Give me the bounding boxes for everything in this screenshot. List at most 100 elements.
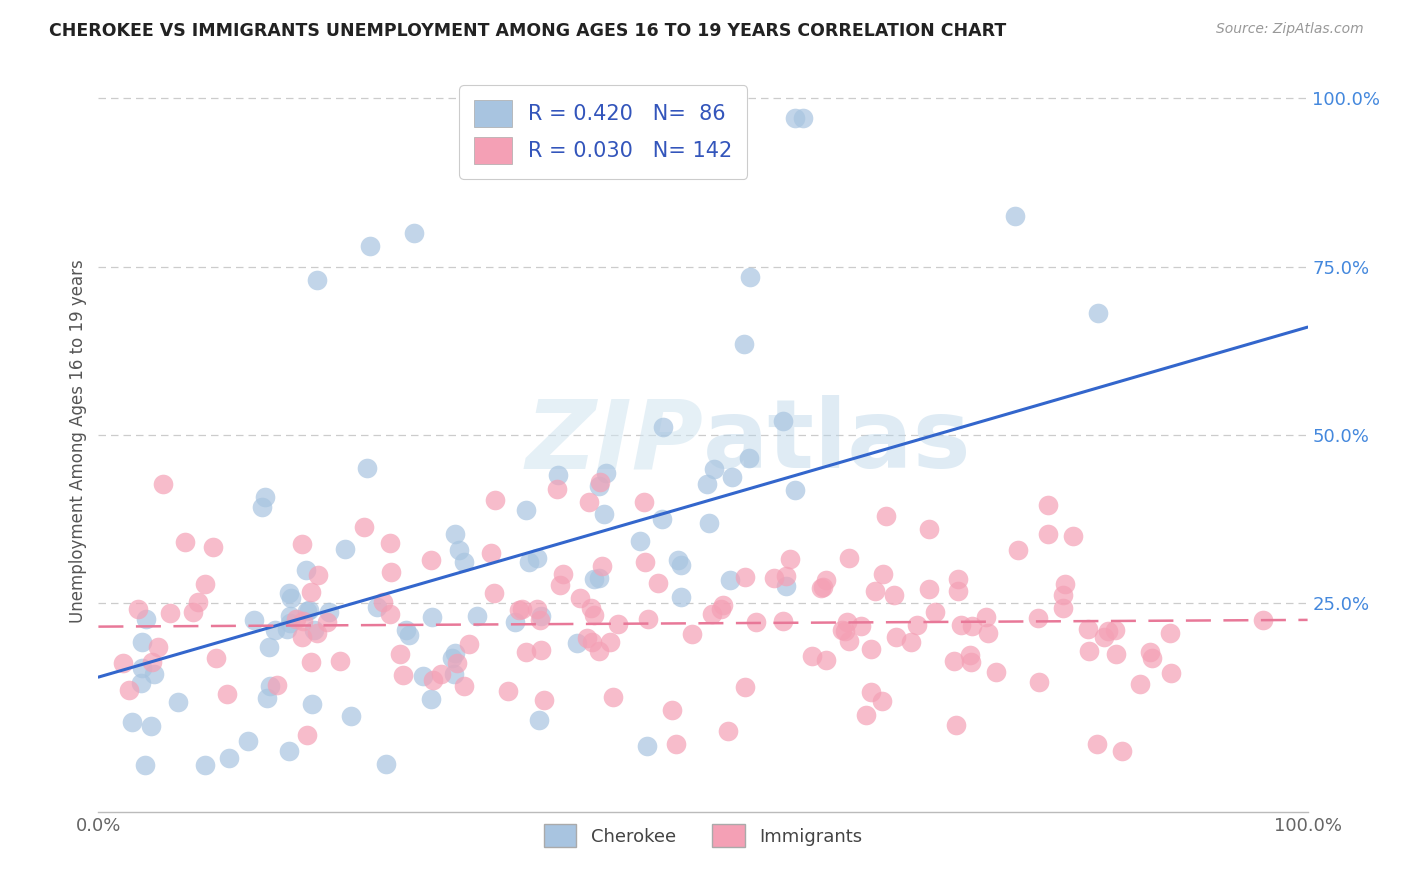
Point [135,612,157,626]
Point [1062,529,1084,543]
Point [710,602,733,616]
Point [299,585,322,599]
Point [855,708,877,723]
Point [810,581,832,595]
Point [318,605,340,619]
Point [412,669,434,683]
Text: atlas: atlas [703,395,972,488]
Point [111,656,134,670]
Point [259,679,281,693]
Point [918,522,941,536]
Point [785,112,807,126]
Point [278,615,301,630]
Point [1028,675,1050,690]
Point [398,628,420,642]
Point [236,733,259,747]
Point [875,508,897,523]
Point [745,615,768,629]
Point [174,535,197,549]
Point [831,623,853,637]
Point [333,541,356,556]
Point [588,644,610,658]
Point [359,239,381,253]
Point [356,460,378,475]
Point [779,552,801,566]
Point [498,683,520,698]
Point [1159,625,1181,640]
Point [772,614,794,628]
Point [264,623,287,637]
Point [569,591,592,606]
Point [582,572,605,586]
Point [527,713,550,727]
Point [579,601,602,615]
Point [395,623,418,637]
Point [696,476,718,491]
Point [530,643,553,657]
Point [479,546,502,560]
Point [582,607,605,622]
Point [446,656,468,670]
Point [301,655,323,669]
Point [905,618,928,632]
Point [945,717,967,731]
Point [280,591,302,605]
Text: ZIP: ZIP [524,395,703,488]
Point [547,468,569,483]
Point [508,603,530,617]
Legend: Cherokee, Immigrants: Cherokee, Immigrants [537,817,869,855]
Point [918,582,941,596]
Point [589,475,612,489]
Point [1077,644,1099,658]
Point [329,654,352,668]
Point [588,571,610,585]
Point [593,507,616,521]
Point [1007,543,1029,558]
Point [298,603,321,617]
Point [872,567,894,582]
Point [374,756,396,771]
Point [202,541,225,555]
Point [378,536,401,550]
Point [420,609,443,624]
Point [422,673,444,688]
Point [697,516,720,531]
Point [256,691,278,706]
Point [253,490,276,504]
Point [142,667,165,681]
Point [505,615,527,629]
Point [297,728,319,742]
Point [1104,624,1126,638]
Point [515,503,537,517]
Point [588,479,610,493]
Point [1129,677,1152,691]
Point [599,634,621,648]
Point [366,599,388,614]
Point [1139,645,1161,659]
Point [250,500,273,514]
Point [835,615,858,630]
Point [443,667,465,681]
Point [551,566,574,581]
Text: Source: ZipAtlas.com: Source: ZipAtlas.com [1216,22,1364,37]
Point [1140,650,1163,665]
Point [1036,499,1059,513]
Point [295,563,318,577]
Point [1004,210,1026,224]
Point [838,634,860,648]
Point [530,609,553,624]
Point [734,570,756,584]
Point [792,112,814,126]
Point [1160,665,1182,680]
Point [181,605,204,619]
Point [121,714,143,729]
Point [633,495,655,509]
Point [193,757,215,772]
Point [581,635,603,649]
Point [510,602,533,616]
Point [1038,526,1060,541]
Point [217,687,239,701]
Point [666,553,689,567]
Point [141,655,163,669]
Point [295,604,318,618]
